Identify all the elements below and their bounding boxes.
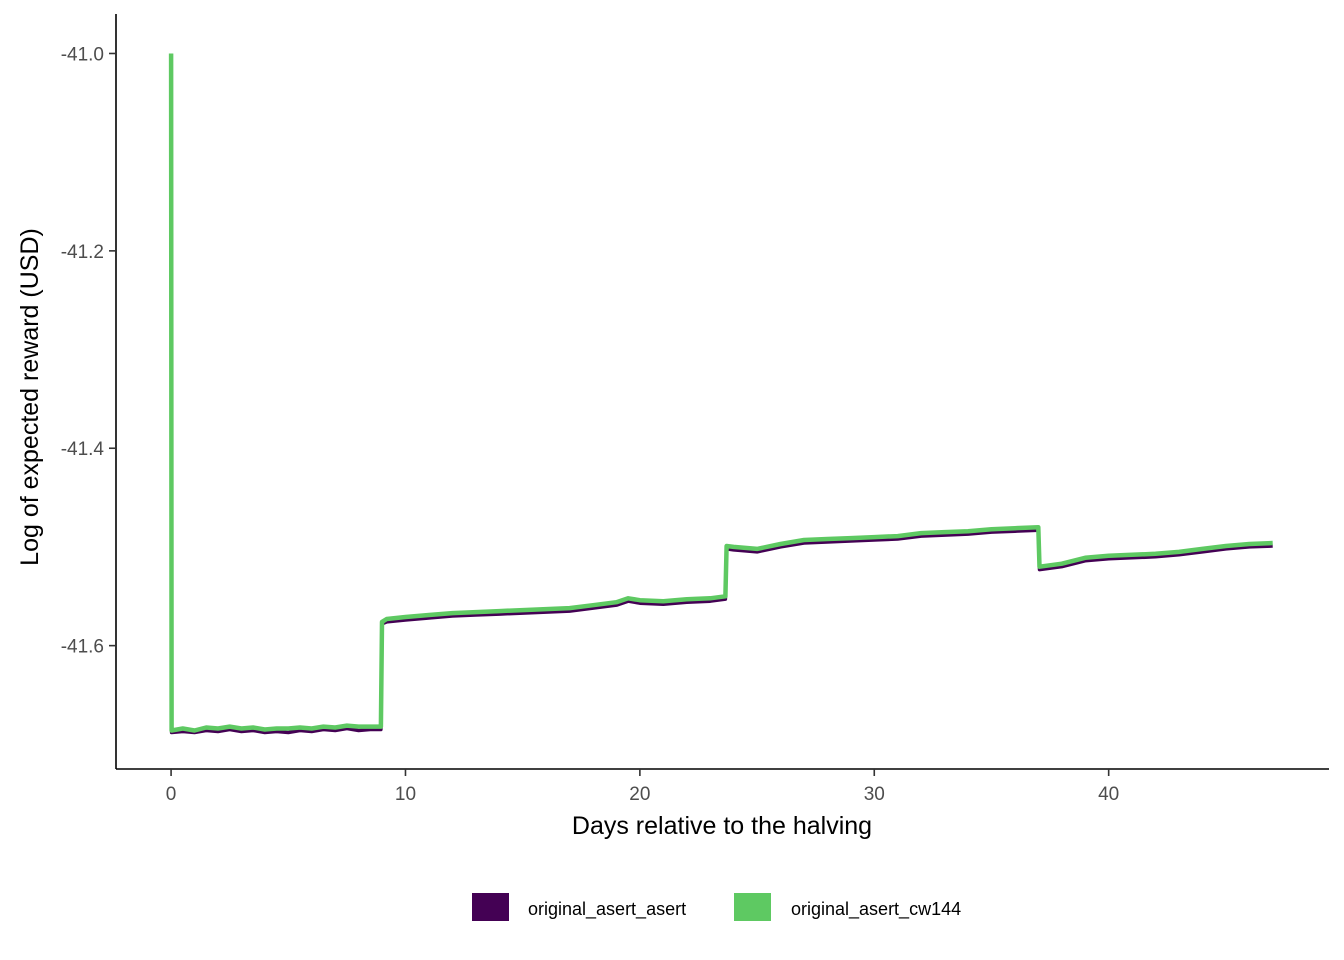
legend: original_asert_asert original_asert_cw14… xyxy=(472,893,961,921)
legend-key-asert-asert xyxy=(472,893,509,921)
y-tick-label: -41.6 xyxy=(61,637,104,658)
series-line-asert-cw144 xyxy=(168,53,1273,733)
x-tick-label: 40 xyxy=(1098,784,1119,805)
x-tick-label: 20 xyxy=(629,784,650,805)
y-ticks: -41.6 -41.4 -41.2 -41.0 xyxy=(61,44,116,658)
series-layer xyxy=(168,53,1273,735)
y-axis-title: Log of expected reward (USD) xyxy=(16,228,44,566)
legend-label-asert-asert: original_asert_asert xyxy=(528,899,686,920)
legend-label-asert-cw144: original_asert_cw144 xyxy=(791,899,961,920)
y-tick-label: -41.0 xyxy=(61,44,104,65)
y-tick-label: -41.4 xyxy=(61,439,105,460)
x-ticks: 0 10 20 30 40 xyxy=(166,769,1119,805)
x-tick-label: 0 xyxy=(166,784,177,805)
y-tick-label: -41.2 xyxy=(61,242,104,263)
x-tick-label: 30 xyxy=(864,784,885,805)
x-axis-title: Days relative to the halving xyxy=(572,812,872,840)
legend-key-asert-cw144 xyxy=(734,893,771,921)
series-line-asert-asert xyxy=(169,53,1273,735)
x-tick-label: 10 xyxy=(395,784,416,805)
